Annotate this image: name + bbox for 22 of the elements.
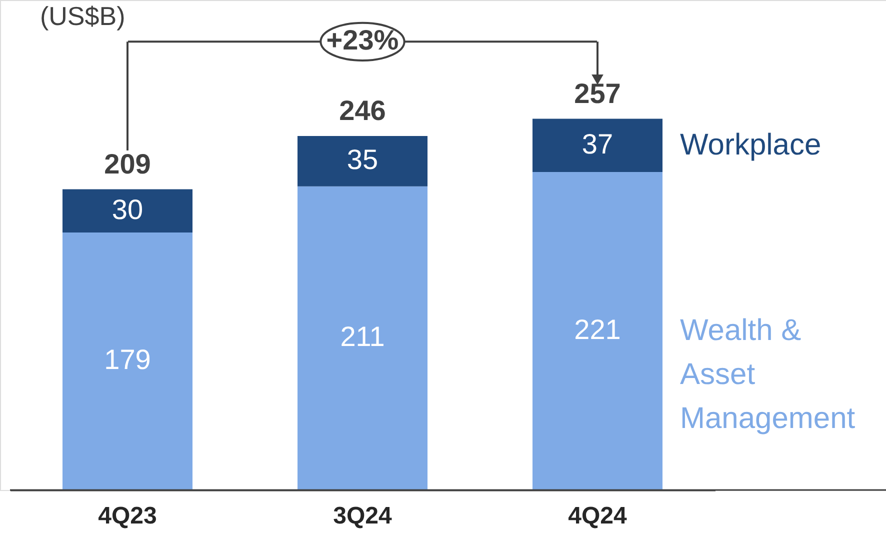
data-label: 37 — [582, 128, 614, 160]
data-label: 30 — [112, 194, 144, 225]
data-label: 221 — [574, 314, 621, 346]
text: +23% — [326, 24, 399, 56]
bar — [532, 172, 662, 490]
total-label: 257 — [574, 78, 621, 109]
y-axis-title: (US$B) — [40, 1, 126, 31]
series-label: Workplace — [680, 128, 822, 162]
bar — [62, 189, 192, 232]
total-label: 246 — [339, 95, 386, 126]
x-tick-label: 3Q24 — [333, 502, 393, 530]
bar — [532, 118, 662, 172]
data-label: 179 — [104, 344, 151, 376]
series-label: Wealth & Asset Management — [680, 314, 856, 436]
data-label: 211 — [340, 321, 385, 352]
total-label: 209 — [104, 148, 151, 180]
data-label: 35 — [346, 144, 378, 176]
bar — [62, 232, 192, 490]
x-tick-label: 4Q23 — [98, 502, 157, 530]
bar — [298, 136, 428, 186]
x-tick-label: 4Q24 — [568, 502, 628, 530]
bar — [298, 186, 428, 490]
